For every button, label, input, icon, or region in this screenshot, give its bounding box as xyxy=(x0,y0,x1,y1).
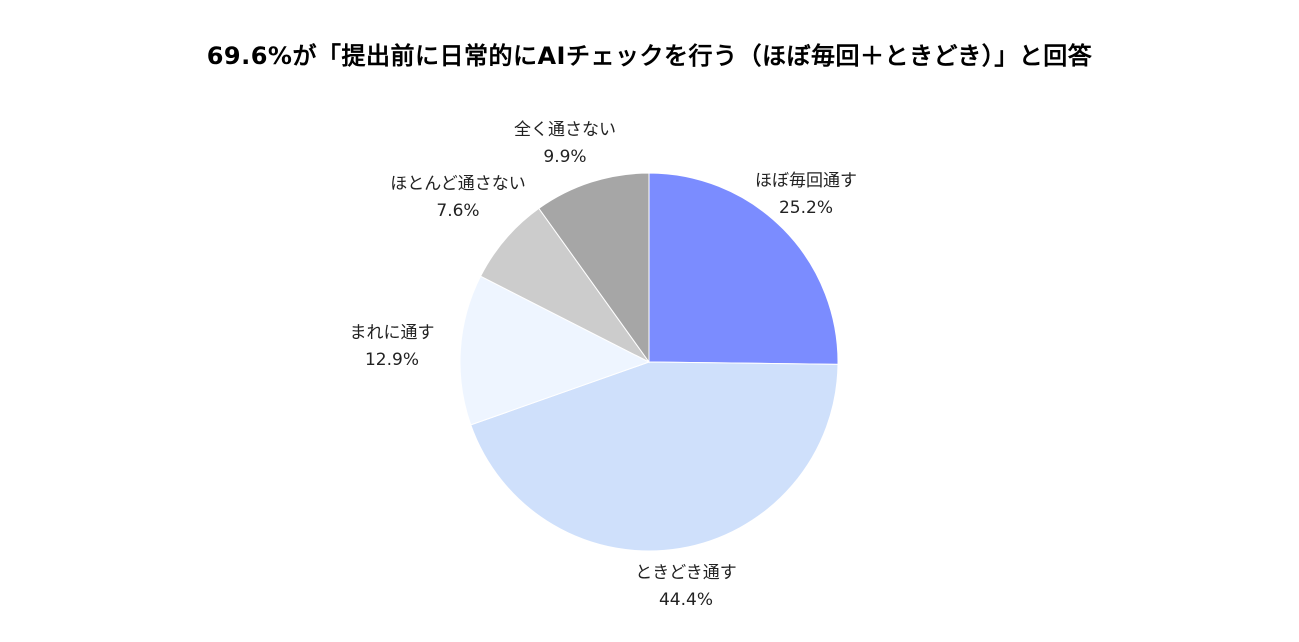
pie-slice xyxy=(538,172,650,364)
pie-slice xyxy=(648,172,839,365)
slice-label: ほぼ毎回通す xyxy=(755,171,857,191)
slice-value-label: 9.9% xyxy=(543,147,586,167)
pie-slice xyxy=(459,275,651,426)
slice-value-label: 44.4% xyxy=(659,590,713,610)
slice-value-label: 12.9% xyxy=(365,350,419,370)
slice-value-label: 7.6% xyxy=(436,201,479,221)
slice-label: ときどき通す xyxy=(635,563,737,583)
slice-label: 全く通さない xyxy=(514,120,616,140)
chart-title: 69.6%が「提出前に日常的にAIチェックを行う（ほぼ毎回＋ときどき）」と回答 xyxy=(206,42,1093,70)
pie-slice xyxy=(470,361,839,552)
slice-value-label: 25.2% xyxy=(779,198,833,218)
slice-label: ほとんど通さない xyxy=(390,174,526,194)
slice-label: まれに通す xyxy=(350,323,435,343)
